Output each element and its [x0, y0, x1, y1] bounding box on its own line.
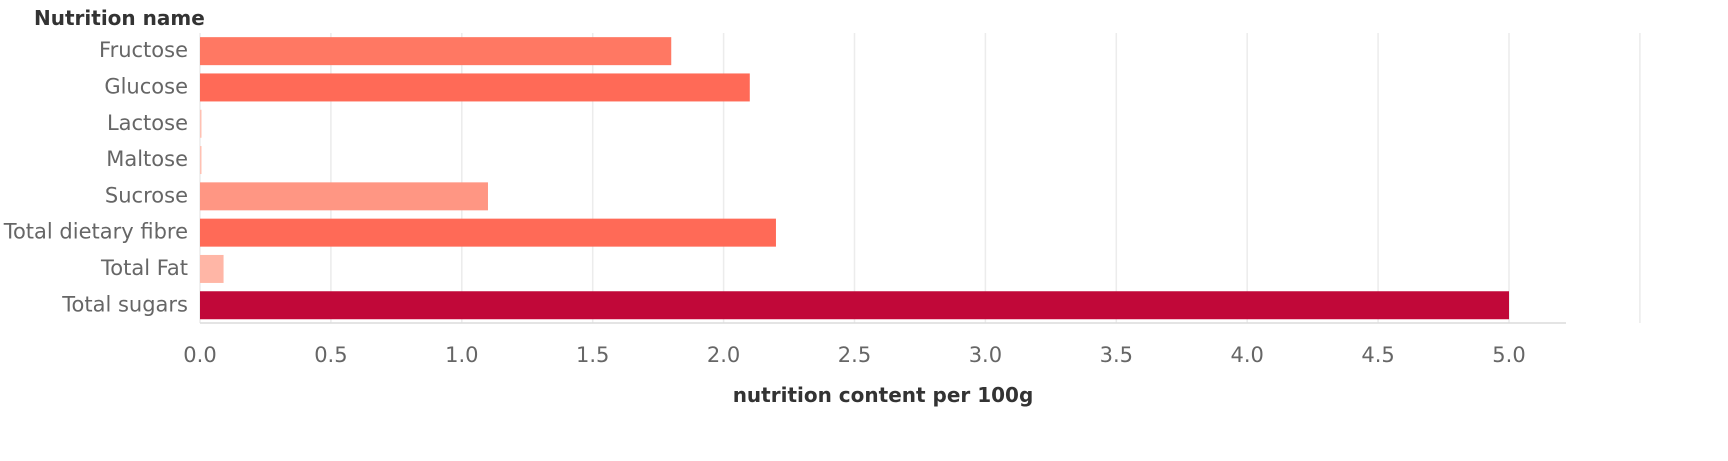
x-tick-label: 5.0: [1492, 343, 1525, 367]
bar-maltose[interactable]: [200, 146, 202, 175]
category-label: Maltose: [106, 147, 188, 171]
bar-total-dietary-fibre[interactable]: [200, 218, 776, 247]
bars: [200, 37, 1509, 320]
category-label: Fructose: [99, 38, 188, 62]
bar-lactose[interactable]: [200, 109, 202, 138]
x-tick-label: 1.5: [576, 343, 609, 367]
category-label: Sucrose: [105, 183, 188, 207]
row-header: Nutrition name: [34, 6, 205, 30]
x-tick-label: 2.0: [707, 343, 740, 367]
x-tick-label: 0.0: [183, 343, 216, 367]
category-labels: Fructose Glucose Lactose Maltose Sucrose Tota…: [3, 38, 188, 316]
x-tick-label: 3.5: [1100, 343, 1133, 367]
x-tick-label: 1.0: [445, 343, 478, 367]
x-axis-title: nutrition content per 100g: [733, 383, 1034, 407]
category-label: Total dietary fibre: [3, 220, 188, 244]
category-label: Total sugars: [61, 292, 188, 316]
bar-total-fat[interactable]: [200, 254, 224, 283]
x-tick-label: 2.5: [838, 343, 871, 367]
bar-sucrose[interactable]: [200, 182, 488, 211]
x-tick-label: 4.5: [1361, 343, 1394, 367]
x-tick-labels: 0.0 0.5 1.0 1.5 2.0 2.5 3.0 3.5 4.0 4.5 5.0: [183, 343, 1525, 367]
x-tick-label: 3.0: [969, 343, 1002, 367]
bar-glucose[interactable]: [200, 73, 750, 102]
bar-total-sugars[interactable]: [200, 291, 1509, 320]
x-tick-label: 0.5: [314, 343, 347, 367]
category-label: Glucose: [104, 74, 188, 98]
category-label: Total Fat: [100, 256, 188, 280]
x-tick-label: 4.0: [1230, 343, 1263, 367]
bar-fructose[interactable]: [200, 37, 672, 66]
category-label: Lactose: [107, 111, 188, 135]
